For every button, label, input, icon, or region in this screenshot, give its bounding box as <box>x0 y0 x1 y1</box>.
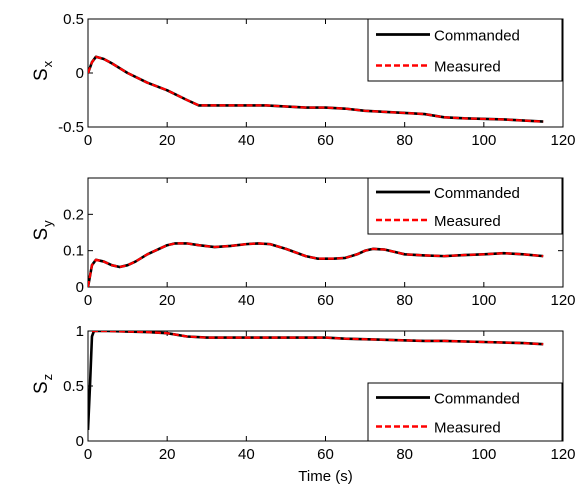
y-tick-label: 0.5 <box>63 378 84 395</box>
y-axis-label-main: S <box>31 68 52 81</box>
x-tick-label: 80 <box>396 132 413 149</box>
x-tick-label: 60 <box>317 446 334 463</box>
subplot-2: 0 20 40 60 80 100 120 0 0.1 0.2 Sy Commanded Measure… <box>31 177 576 309</box>
legend: Commanded Measured <box>367 177 563 235</box>
y-tick-label: 0 <box>76 65 84 82</box>
legend-box <box>367 382 563 442</box>
x-tick-label: 20 <box>159 292 176 309</box>
x-tick-label: 0 <box>84 446 92 463</box>
y-tick-label: 0.1 <box>63 243 84 260</box>
y-tick-label: 0 <box>76 433 84 450</box>
y-tick-label: 0 <box>76 279 84 296</box>
x-tick-label: 120 <box>550 292 575 309</box>
legend-box <box>367 18 563 82</box>
subplot-1: 0 20 40 60 80 100 120-0.500.5SxCommandedMeasur… <box>31 11 576 149</box>
x-tick-label: 20 <box>159 446 176 463</box>
y-axis-label-subscript: z <box>40 374 55 381</box>
y-axis-label-subscript: y <box>40 220 55 227</box>
x-tick-label: 60 <box>317 292 334 309</box>
subplot-3: 0 20 40 60 80 100 120 0 0.5 1 Sz Time (s) Commanded M… <box>31 323 576 485</box>
legend-box <box>367 177 563 235</box>
x-tick-label: 40 <box>238 132 255 149</box>
x-tick-label: 60 <box>317 132 334 149</box>
x-tick-label: 40 <box>238 292 255 309</box>
y-axis-label: Sy <box>31 220 55 241</box>
y-tick-label: -0.5 <box>58 119 84 136</box>
legend: Commanded Measured <box>367 382 563 442</box>
y-axis-label-main: S <box>31 381 52 394</box>
y-axis-label-subscript: x <box>40 60 55 67</box>
x-tick-label: 100 <box>471 132 496 149</box>
y-tick-label: 0.2 <box>63 206 84 223</box>
y-axis-label-main: S <box>31 228 52 241</box>
y-tick-label: 1 <box>76 323 84 340</box>
legend: Commanded Measured <box>367 18 563 82</box>
legend-label-measured: Measured <box>434 213 501 230</box>
x-tick-label: 100 <box>471 446 496 463</box>
x-tick-label: 80 <box>396 446 413 463</box>
x-tick-label: 100 <box>471 292 496 309</box>
y-axis-label: Sz <box>31 374 55 394</box>
y-axis-label: Sx <box>31 60 55 81</box>
legend-label-commanded: Commanded <box>434 28 520 45</box>
x-tick-label: 120 <box>550 446 575 463</box>
legend-label-commanded: Commanded <box>434 185 520 202</box>
x-tick-label: 120 <box>550 132 575 149</box>
series-line-measured <box>88 55 544 123</box>
x-axis-label: Time (s) <box>298 468 352 485</box>
x-tick-label: 0 <box>84 132 92 149</box>
x-tick-label: 20 <box>159 132 176 149</box>
legend-label-measured: Measured <box>434 59 501 76</box>
series-line-measured <box>88 242 544 287</box>
legend-label-commanded: Commanded <box>434 391 520 408</box>
series-line-measured <box>91 331 544 346</box>
x-tick-label: 0 <box>84 292 92 309</box>
legend-label-measured: Measured <box>434 420 501 437</box>
x-tick-label: 80 <box>396 292 413 309</box>
y-tick-label: 0.5 <box>63 11 84 28</box>
x-tick-label: 40 <box>238 446 255 463</box>
